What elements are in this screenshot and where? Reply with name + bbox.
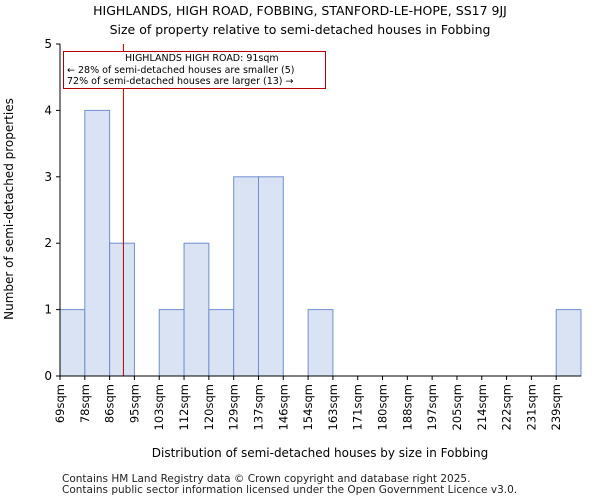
bar-86sqm — [109, 242, 135, 377]
y-tick-label: 2 — [44, 236, 52, 250]
footer-licence: Contains public sector information licen… — [62, 484, 518, 496]
bar-120sqm — [208, 309, 235, 377]
x-tick-label-69sqm: 69sqm — [53, 384, 67, 423]
x-tick-label-137sqm: 137sqm — [251, 384, 265, 430]
x-tick-label-222sqm: 222sqm — [500, 384, 514, 430]
bar-137sqm — [257, 176, 284, 377]
bar-154sqm — [307, 309, 334, 377]
footer-copyright: Contains HM Land Registry data © Crown c… — [62, 473, 471, 485]
x-tick-label-214sqm: 214sqm — [475, 384, 489, 430]
x-tick-label-146sqm: 146sqm — [276, 384, 290, 430]
x-tick-label-103sqm: 103sqm — [152, 384, 166, 430]
annotation-larger: 72% of semi-detached houses are larger (… — [67, 76, 294, 87]
x-tick-label-78sqm: 78sqm — [78, 384, 92, 423]
bar-239sqm — [555, 309, 582, 377]
x-tick-label-180sqm: 180sqm — [376, 384, 390, 430]
x-tick-label-205sqm: 205sqm — [450, 384, 464, 430]
x-axis-label: Distribution of semi-detached houses by … — [152, 446, 489, 460]
bar-78sqm — [84, 109, 111, 377]
y-tick-label: 4 — [44, 103, 52, 117]
x-tick-label-86sqm: 86sqm — [103, 384, 117, 423]
x-tick-label-188sqm: 188sqm — [400, 384, 414, 430]
x-tick-label-129sqm: 129sqm — [227, 384, 241, 430]
bar-112sqm — [183, 242, 210, 377]
x-tick-label-163sqm: 163sqm — [326, 384, 340, 430]
x-tick-label-239sqm: 239sqm — [549, 384, 563, 430]
x-tick-label-154sqm: 154sqm — [301, 384, 315, 430]
bar-103sqm — [158, 309, 185, 377]
x-tick-label-95sqm: 95sqm — [127, 384, 141, 423]
x-tick-label-112sqm: 112sqm — [177, 384, 191, 430]
x-tick-label-171sqm: 171sqm — [351, 384, 365, 430]
y-axis-label: Number of semi-detached properties — [2, 98, 16, 320]
y-tick-label: 3 — [44, 170, 52, 184]
chart-subtitle: Size of property relative to semi-detach… — [109, 22, 491, 37]
x-tick-label-120sqm: 120sqm — [202, 384, 216, 430]
annotation-smaller: ← 28% of semi-detached houses are smalle… — [67, 64, 295, 76]
y-tick-label: 0 — [44, 369, 52, 383]
y-tick-label: 5 — [44, 37, 52, 51]
annotation-title: HIGHLANDS HIGH ROAD: 91sqm — [125, 53, 279, 64]
chart-title: HIGHLANDS, HIGH ROAD, FOBBING, STANFORD-… — [93, 3, 507, 18]
x-tick-label-197sqm: 197sqm — [425, 384, 439, 430]
y-tick-label: 1 — [44, 303, 52, 317]
x-tick-label-231sqm: 231sqm — [524, 384, 538, 430]
bar-69sqm — [59, 309, 86, 377]
bar-129sqm — [233, 176, 259, 377]
annotation-box: HIGHLANDS HIGH ROAD: 91sqm ← 28% of semi… — [63, 51, 326, 89]
